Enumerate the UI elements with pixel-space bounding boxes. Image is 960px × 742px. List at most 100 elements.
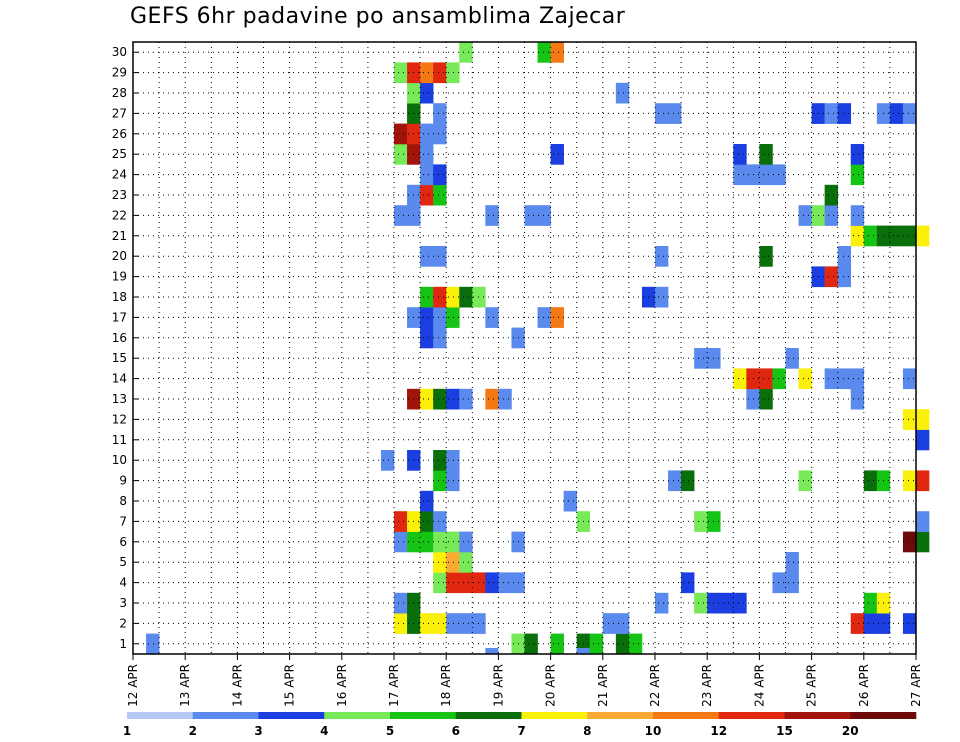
heatmap-cell [446, 470, 460, 492]
x-tick-label: 13 APR [178, 664, 192, 707]
heatmap-cell [824, 184, 838, 206]
color-bar-legend: 1 2 3 4 5 6 7 8 10 12 15 20 [123, 712, 917, 738]
heatmap-cell [498, 388, 512, 410]
color-bar-label: 4 [320, 724, 328, 738]
heatmap-cell [394, 511, 408, 532]
y-tick-label: 22 [112, 208, 127, 222]
y-tick-label: 1 [119, 637, 127, 651]
y-tick-label: 17 [112, 310, 127, 324]
heatmap-cell [785, 348, 799, 369]
heatmap-cell [420, 307, 434, 328]
y-tick-label: 7 [119, 514, 127, 528]
color-bar-label: 2 [189, 724, 197, 738]
heatmap-cell [655, 103, 669, 124]
heatmap-cell [798, 205, 812, 226]
y-tick-label: 24 [112, 168, 127, 182]
color-bar-segment [587, 712, 654, 719]
heatmap-cell [759, 164, 773, 186]
heatmap-cell [433, 286, 447, 308]
heatmap-cell [420, 164, 434, 186]
heatmap-cell [902, 409, 917, 430]
heatmap-cell [459, 552, 473, 573]
heatmap-cell [850, 613, 865, 634]
heatmap-cell [394, 123, 408, 145]
x-tick-label: 14 APR [230, 664, 244, 707]
heatmap-cell [916, 470, 930, 492]
heatmap-cell [759, 246, 773, 267]
heatmap-cell [863, 613, 878, 634]
y-tick-label: 25 [112, 147, 127, 161]
heatmap-cell [694, 511, 708, 532]
color-bar-segment [390, 712, 457, 719]
chart-title: GEFS 6hr padavine po ansamblima Zajecar [130, 4, 626, 29]
heatmap-cell [550, 144, 564, 165]
heatmap-cell [850, 164, 865, 186]
heatmap-cell [850, 368, 865, 390]
x-axis: 12 APR 13 APR 14 APR 15 APR 16 APR 17 APR 18 A… [126, 654, 923, 707]
heatmap-cell [524, 633, 538, 655]
heatmap-cell [759, 368, 773, 390]
heatmap-cell [824, 103, 838, 124]
heatmap-cell [485, 205, 499, 226]
heatmap-cell [550, 633, 564, 655]
heatmap-cell [420, 144, 434, 165]
heatmap-cell [433, 531, 447, 553]
y-tick-label: 28 [112, 86, 127, 100]
heatmap-cell [681, 470, 695, 492]
heatmap-cell [798, 470, 812, 492]
heatmap-cell [433, 103, 447, 124]
x-tick-label: 23 APR [700, 664, 714, 707]
heatmap-cell [850, 205, 865, 226]
heatmap-cell [433, 572, 447, 594]
heatmap-cell [433, 388, 447, 410]
heatmap-cell [916, 409, 930, 430]
color-bar-label: 20 [842, 724, 859, 738]
heatmap-cell [485, 307, 499, 328]
heatmap-cell [850, 225, 865, 247]
color-bar-label: 3 [254, 724, 262, 738]
heatmap-cell [916, 531, 930, 553]
heatmap-cell [863, 592, 878, 614]
x-tick-label: 20 APR [544, 664, 558, 707]
y-tick-label: 15 [112, 351, 127, 365]
y-tick-label: 18 [112, 290, 127, 304]
heatmap-cell [485, 572, 499, 594]
heatmap-cell [433, 613, 447, 634]
heatmap-cell [850, 144, 865, 165]
x-tick-label: 27 APR [909, 664, 923, 707]
grid-lines [133, 42, 916, 654]
x-tick-label: 16 APR [335, 664, 349, 707]
heatmap-cell [902, 225, 917, 247]
heatmap-cell [420, 246, 434, 267]
heatmap-cell [420, 82, 434, 104]
heatmap-cell [720, 592, 734, 614]
heatmap-cell [589, 633, 604, 655]
color-bar-segment [718, 712, 785, 719]
heatmap-cell [694, 592, 708, 614]
y-tick-label: 30 [112, 45, 127, 59]
heatmap-cell [785, 552, 799, 573]
y-tick-label: 26 [112, 127, 127, 141]
color-bar-label: 12 [710, 724, 727, 738]
heatmap-cell [837, 368, 852, 390]
heatmap-cell [420, 531, 434, 553]
y-tick-label: 10 [112, 453, 127, 467]
heatmap-cell [433, 246, 447, 267]
heatmap-cell [433, 123, 447, 145]
heatmap-cell [681, 572, 695, 594]
x-tick-label: 19 APR [491, 664, 505, 707]
heatmap-cell [902, 470, 917, 492]
heatmap-cell [433, 511, 447, 532]
y-tick-label: 11 [112, 433, 127, 447]
y-tick-label: 12 [112, 412, 127, 426]
heatmap-cell [433, 552, 447, 573]
heatmap-cell [394, 531, 408, 553]
color-bar-label: 5 [386, 724, 394, 738]
color-bar-segment [324, 712, 391, 719]
heatmap-cell [772, 164, 786, 186]
heatmap-cell [615, 82, 630, 104]
heatmap-cell [459, 388, 473, 410]
heatmap-cell [446, 307, 460, 328]
heatmap-cell [824, 368, 838, 390]
color-bar-segment [192, 712, 259, 719]
